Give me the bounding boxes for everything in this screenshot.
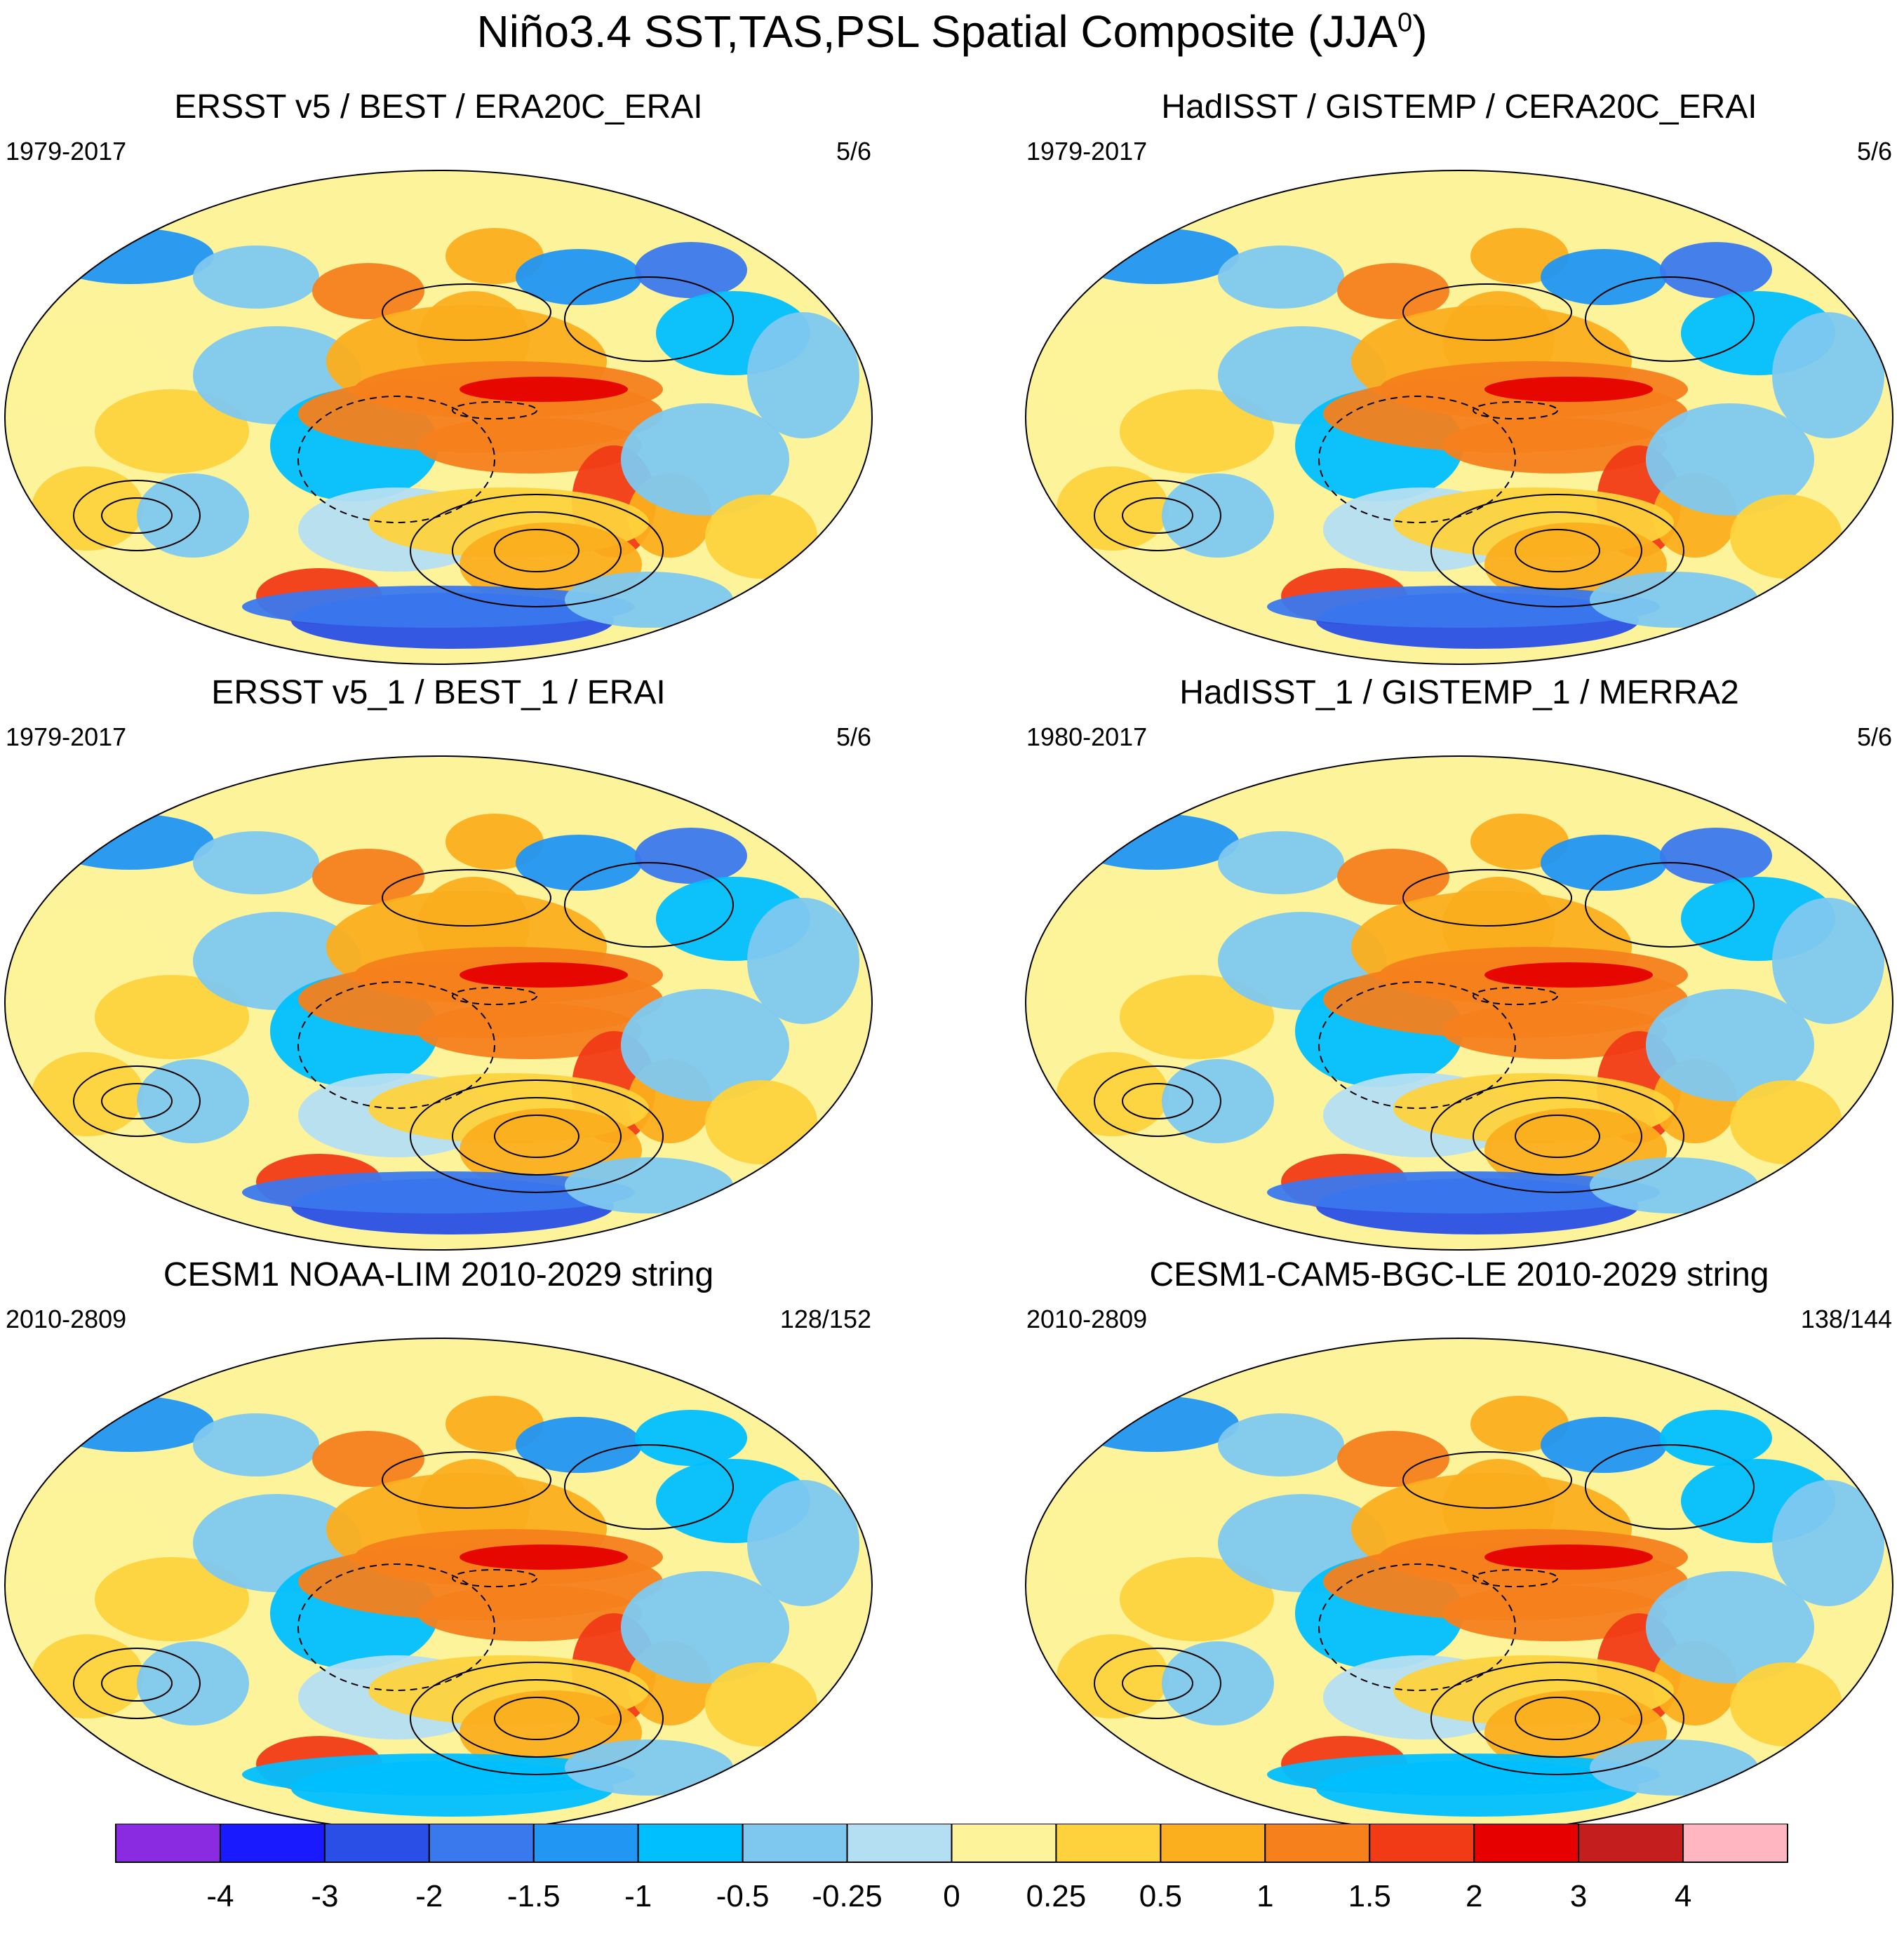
panel-years: 2010-2809 — [6, 1305, 127, 1333]
colorbar-tick-label: 3 — [1570, 1879, 1587, 1913]
panel-years: 1979-2017 — [6, 722, 127, 751]
colorbar-swatch — [1160, 1824, 1266, 1863]
panel-1: ERSST v5 / BEST / ERA20C_ERAI 1979-2017 … — [0, 88, 877, 670]
colorbar-tick-label: -0.5 — [716, 1879, 770, 1913]
panel-count: 128/152 — [779, 1305, 871, 1333]
panel-3: ERSST v5_1 / BEST_1 / ERAI 1979-2017 5/6 — [0, 673, 877, 1256]
colorbar-swatch — [219, 1824, 326, 1863]
colorbar: -4 -3 -2 -1.5 -1 -0.5 -0.25 0 0.25 0.5 1 1.5 2 3 4 — [115, 1824, 1788, 1913]
composite-map — [1025, 170, 1893, 665]
colorbar-tick-label: -0.25 — [812, 1879, 882, 1913]
colorbar-tick-label: -1 — [624, 1879, 652, 1913]
panel-count: 5/6 — [836, 722, 871, 751]
panel-count: 138/144 — [1800, 1305, 1892, 1333]
colorbar-swatch — [637, 1824, 744, 1863]
colorbar-tick-label: 1 — [1256, 1879, 1273, 1913]
colorbar-swatch — [951, 1824, 1057, 1863]
colorbar-swatch — [846, 1824, 953, 1863]
panel-title: ERSST v5 / BEST / ERA20C_ERAI — [174, 88, 703, 126]
figure-title: Niño3.4 SST,TAS,PSL Spatial Composite (J… — [0, 6, 1904, 58]
colorbar-swatch — [428, 1824, 535, 1863]
figure-title-text: Niño3.4 SST,TAS,PSL Spatial Composite (J… — [476, 6, 1398, 57]
panel-2: HadISST / GISTEMP / CERA20C_ERAI 1979-20… — [1021, 88, 1898, 670]
panel-title: CESM1 NOAA-LIM 2010-2029 string — [163, 1256, 714, 1293]
panel-years: 1979-2017 — [6, 137, 127, 166]
panel-4: HadISST_1 / GISTEMP_1 / MERRA2 1980-2017… — [1021, 673, 1898, 1256]
panel-years: 1979-2017 — [1026, 137, 1148, 166]
panel-count: 5/6 — [1856, 722, 1892, 751]
colorbar-swatch — [1578, 1824, 1684, 1863]
panel-5: CESM1 NOAA-LIM 2010-2029 string 2010-280… — [0, 1256, 877, 1838]
panel-title: HadISST / GISTEMP / CERA20C_ERAI — [1161, 88, 1757, 126]
colorbar-swatch — [1369, 1824, 1475, 1863]
panel-title: ERSST v5_1 / BEST_1 / ERAI — [211, 674, 666, 711]
colorbar-tick-label: -1.5 — [507, 1879, 561, 1913]
composite-map — [4, 1338, 873, 1833]
colorbar-tick-label: 0.5 — [1139, 1879, 1182, 1913]
colorbar-swatch — [1682, 1824, 1788, 1863]
colorbar-tick-label: -4 — [206, 1879, 234, 1913]
colorbar-swatch — [1055, 1824, 1162, 1863]
panel-count: 5/6 — [836, 137, 871, 166]
colorbar-tick-label: 2 — [1466, 1879, 1482, 1913]
figure-title-superscript: 0 — [1397, 8, 1413, 38]
panel-title: HadISST_1 / GISTEMP_1 / MERRA2 — [1179, 674, 1739, 711]
colorbar-tick-label: 4 — [1675, 1879, 1691, 1913]
panel-count: 5/6 — [1856, 137, 1892, 166]
composite-map — [4, 755, 873, 1251]
colorbar-swatch — [532, 1824, 639, 1863]
composite-map — [4, 170, 873, 665]
colorbar-swatch — [115, 1824, 221, 1863]
colorbar-tick-label: -2 — [415, 1879, 443, 1913]
colorbar-swatch — [742, 1824, 848, 1863]
panel-years: 2010-2809 — [1026, 1305, 1148, 1333]
composite-map — [1025, 1338, 1893, 1833]
panel-title: CESM1-CAM5-BGC-LE 2010-2029 string — [1149, 1256, 1769, 1293]
colorbar-tick-label: -3 — [311, 1879, 338, 1913]
panel-years: 1980-2017 — [1026, 722, 1148, 751]
colorbar-tick-label: 0 — [943, 1879, 960, 1913]
colorbar-tick-label: 0.25 — [1026, 1879, 1087, 1913]
colorbar-tick-label: 1.5 — [1348, 1879, 1391, 1913]
composite-map — [1025, 755, 1893, 1251]
colorbar-swatch — [323, 1824, 430, 1863]
colorbar-swatch — [1264, 1824, 1371, 1863]
figure-title-close: ) — [1412, 6, 1428, 57]
panel-6: CESM1-CAM5-BGC-LE 2010-2029 string 2010-… — [1021, 1256, 1898, 1838]
colorbar-swatch — [1473, 1824, 1580, 1863]
